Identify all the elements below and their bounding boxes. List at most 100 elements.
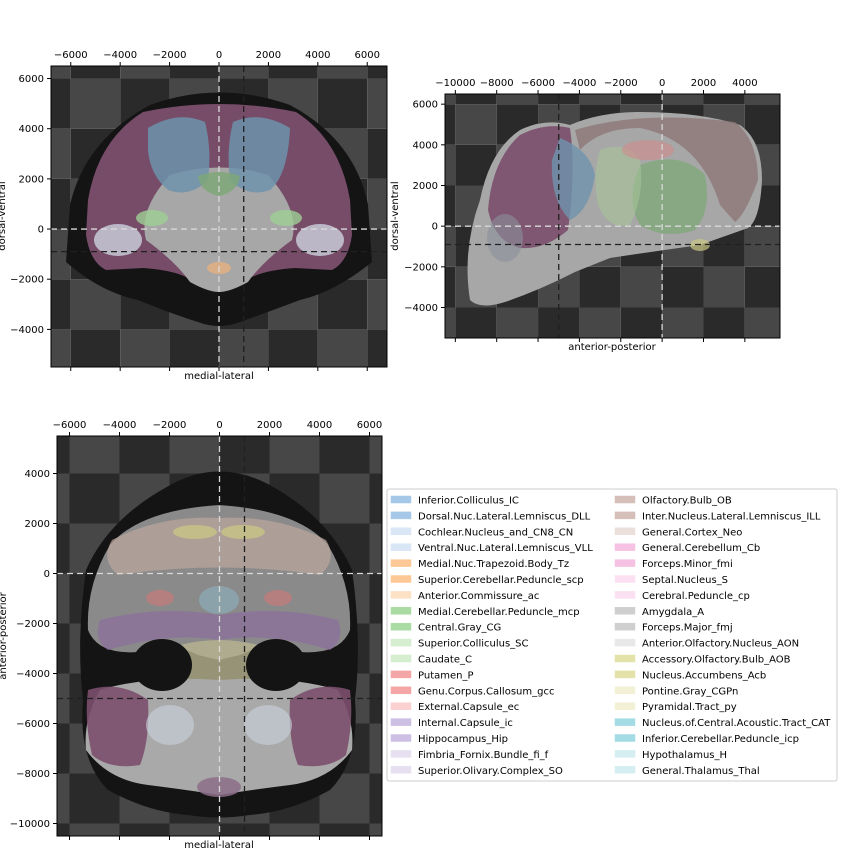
checker-square [445, 185, 456, 227]
checker-square [367, 128, 387, 179]
checker-square [455, 104, 497, 145]
checker-square [57, 436, 70, 474]
x-tick-label: 4000 [732, 78, 757, 89]
x-tick-label: −4000 [103, 420, 137, 431]
legend-swatch [390, 750, 412, 758]
x-tick-label: 6000 [357, 420, 382, 431]
checker-square [367, 78, 387, 129]
checker-square [51, 78, 71, 129]
checker-square [70, 78, 121, 129]
checker-square [744, 307, 780, 338]
x-tick-label: −2000 [153, 420, 187, 431]
sagittal-crosshairs [445, 94, 780, 338]
checker-square [369, 473, 382, 524]
legend-label: Forceps.Minor_fmi [642, 559, 733, 570]
y-tick-label: −2000 [404, 262, 438, 273]
checker-square [219, 66, 269, 79]
checker-square [369, 773, 382, 824]
sagittal-cortex-top [575, 117, 758, 222]
legend-label: Superior.Cerebellar.Peduncle_scp [418, 575, 584, 586]
sagittal-frame [444, 93, 781, 339]
checker-square [703, 266, 745, 308]
legend-label: Internal.Capsule_ic [418, 718, 513, 729]
legend-swatch [614, 670, 636, 679]
legend-label: Anterior.Commissure_ac [418, 591, 539, 602]
horizontal-xlabel: medial-lateral [184, 840, 254, 851]
y-tick-label: 2000 [413, 181, 438, 192]
x-tick-label: −8000 [480, 78, 514, 89]
sagittal-ylabel: dorsal-ventral [390, 181, 401, 250]
legend-swatch [390, 702, 412, 710]
x-tick-label: 4000 [305, 50, 330, 61]
legend-swatch [390, 734, 412, 742]
checker-square [317, 78, 368, 129]
checker-square [57, 573, 70, 624]
legend-swatch [390, 670, 412, 679]
legend-label: Pyramidal.Tract_py [642, 702, 737, 713]
coronal-central-gray [198, 172, 240, 196]
checker-square [496, 94, 539, 105]
coronal-xlabel: medial-lateral [184, 371, 254, 382]
sagittal-green-region [632, 159, 708, 234]
x-tick-label: 2000 [257, 420, 282, 431]
legend-swatch [390, 686, 412, 695]
legend-label: Olfactory.Bulb_OB [642, 496, 732, 507]
legend-label: Inferior.Colliculus_IC [418, 496, 519, 507]
legend-swatch [614, 734, 636, 742]
legend-label: General.Thalamus_Thal [642, 766, 760, 777]
legend-label: General.Cerebellum_Cb [642, 543, 760, 554]
legend-swatch [614, 622, 636, 631]
legend-swatch [614, 559, 636, 567]
legend-label: Medial.Cerebellar.Peduncle_mcp [418, 607, 580, 618]
checker-square [744, 94, 780, 105]
x-tick-label: −2000 [604, 78, 638, 89]
checker-square [57, 523, 70, 574]
coronal-ylabel: dorsal-ventral [0, 181, 8, 250]
checker-square [119, 823, 170, 836]
checker-square [703, 307, 745, 338]
checker-square [538, 307, 580, 338]
sagittal-xlabel: anterior-posterior [568, 342, 656, 353]
legend-label: Cerebral.Peduncle_cp [642, 591, 750, 602]
legend-label: Ventral.Nuc.Lateral.Lemniscus_VLL [418, 543, 593, 554]
checker-square [445, 307, 456, 338]
checker-square [369, 723, 382, 774]
checker-square [744, 266, 780, 308]
y-tick-label: 6000 [19, 74, 44, 85]
checker-square [579, 266, 621, 308]
legend-box [386, 488, 838, 782]
checker-square [57, 723, 70, 774]
horizontal-ob-yellow-left [173, 525, 217, 539]
checker-square [169, 329, 219, 367]
legend-swatch [614, 654, 636, 663]
x-tick-label: 0 [216, 420, 222, 431]
checker-square [57, 473, 70, 524]
checker-square [620, 307, 663, 338]
checker-square [703, 94, 745, 105]
legend-label: Central.Gray_CG [418, 623, 501, 634]
legend-swatch [614, 638, 636, 647]
legend-swatch [390, 654, 412, 663]
legend-label: General.Cortex_Neo [642, 527, 742, 538]
horizontal-ob-yellow-right [221, 525, 265, 539]
legend-label: Cochlear.Nucleus_and_CN8_CN [418, 527, 573, 538]
legend-swatch [614, 543, 636, 551]
legend-label: Superior.Colliculus_SC [418, 639, 529, 650]
checker-square [57, 673, 70, 724]
checker-square [662, 307, 704, 338]
checker-square [51, 229, 71, 280]
checker-square [169, 436, 220, 474]
checker-square [369, 673, 382, 724]
legend-swatch [390, 766, 412, 774]
horizontal-hole-right [246, 639, 306, 691]
legend-label: Inferior.Cerebellar.Peduncle_icp [642, 734, 799, 745]
checker-square [70, 66, 121, 79]
sagittal-cerebellum [487, 214, 523, 262]
legend-swatch [390, 607, 412, 615]
checker-square [319, 473, 370, 524]
checker-square [319, 823, 370, 836]
y-tick-label: −8000 [16, 769, 50, 780]
coronal-lateral-green-right [270, 210, 302, 226]
checker-square [57, 823, 70, 836]
checker-square [51, 279, 71, 330]
